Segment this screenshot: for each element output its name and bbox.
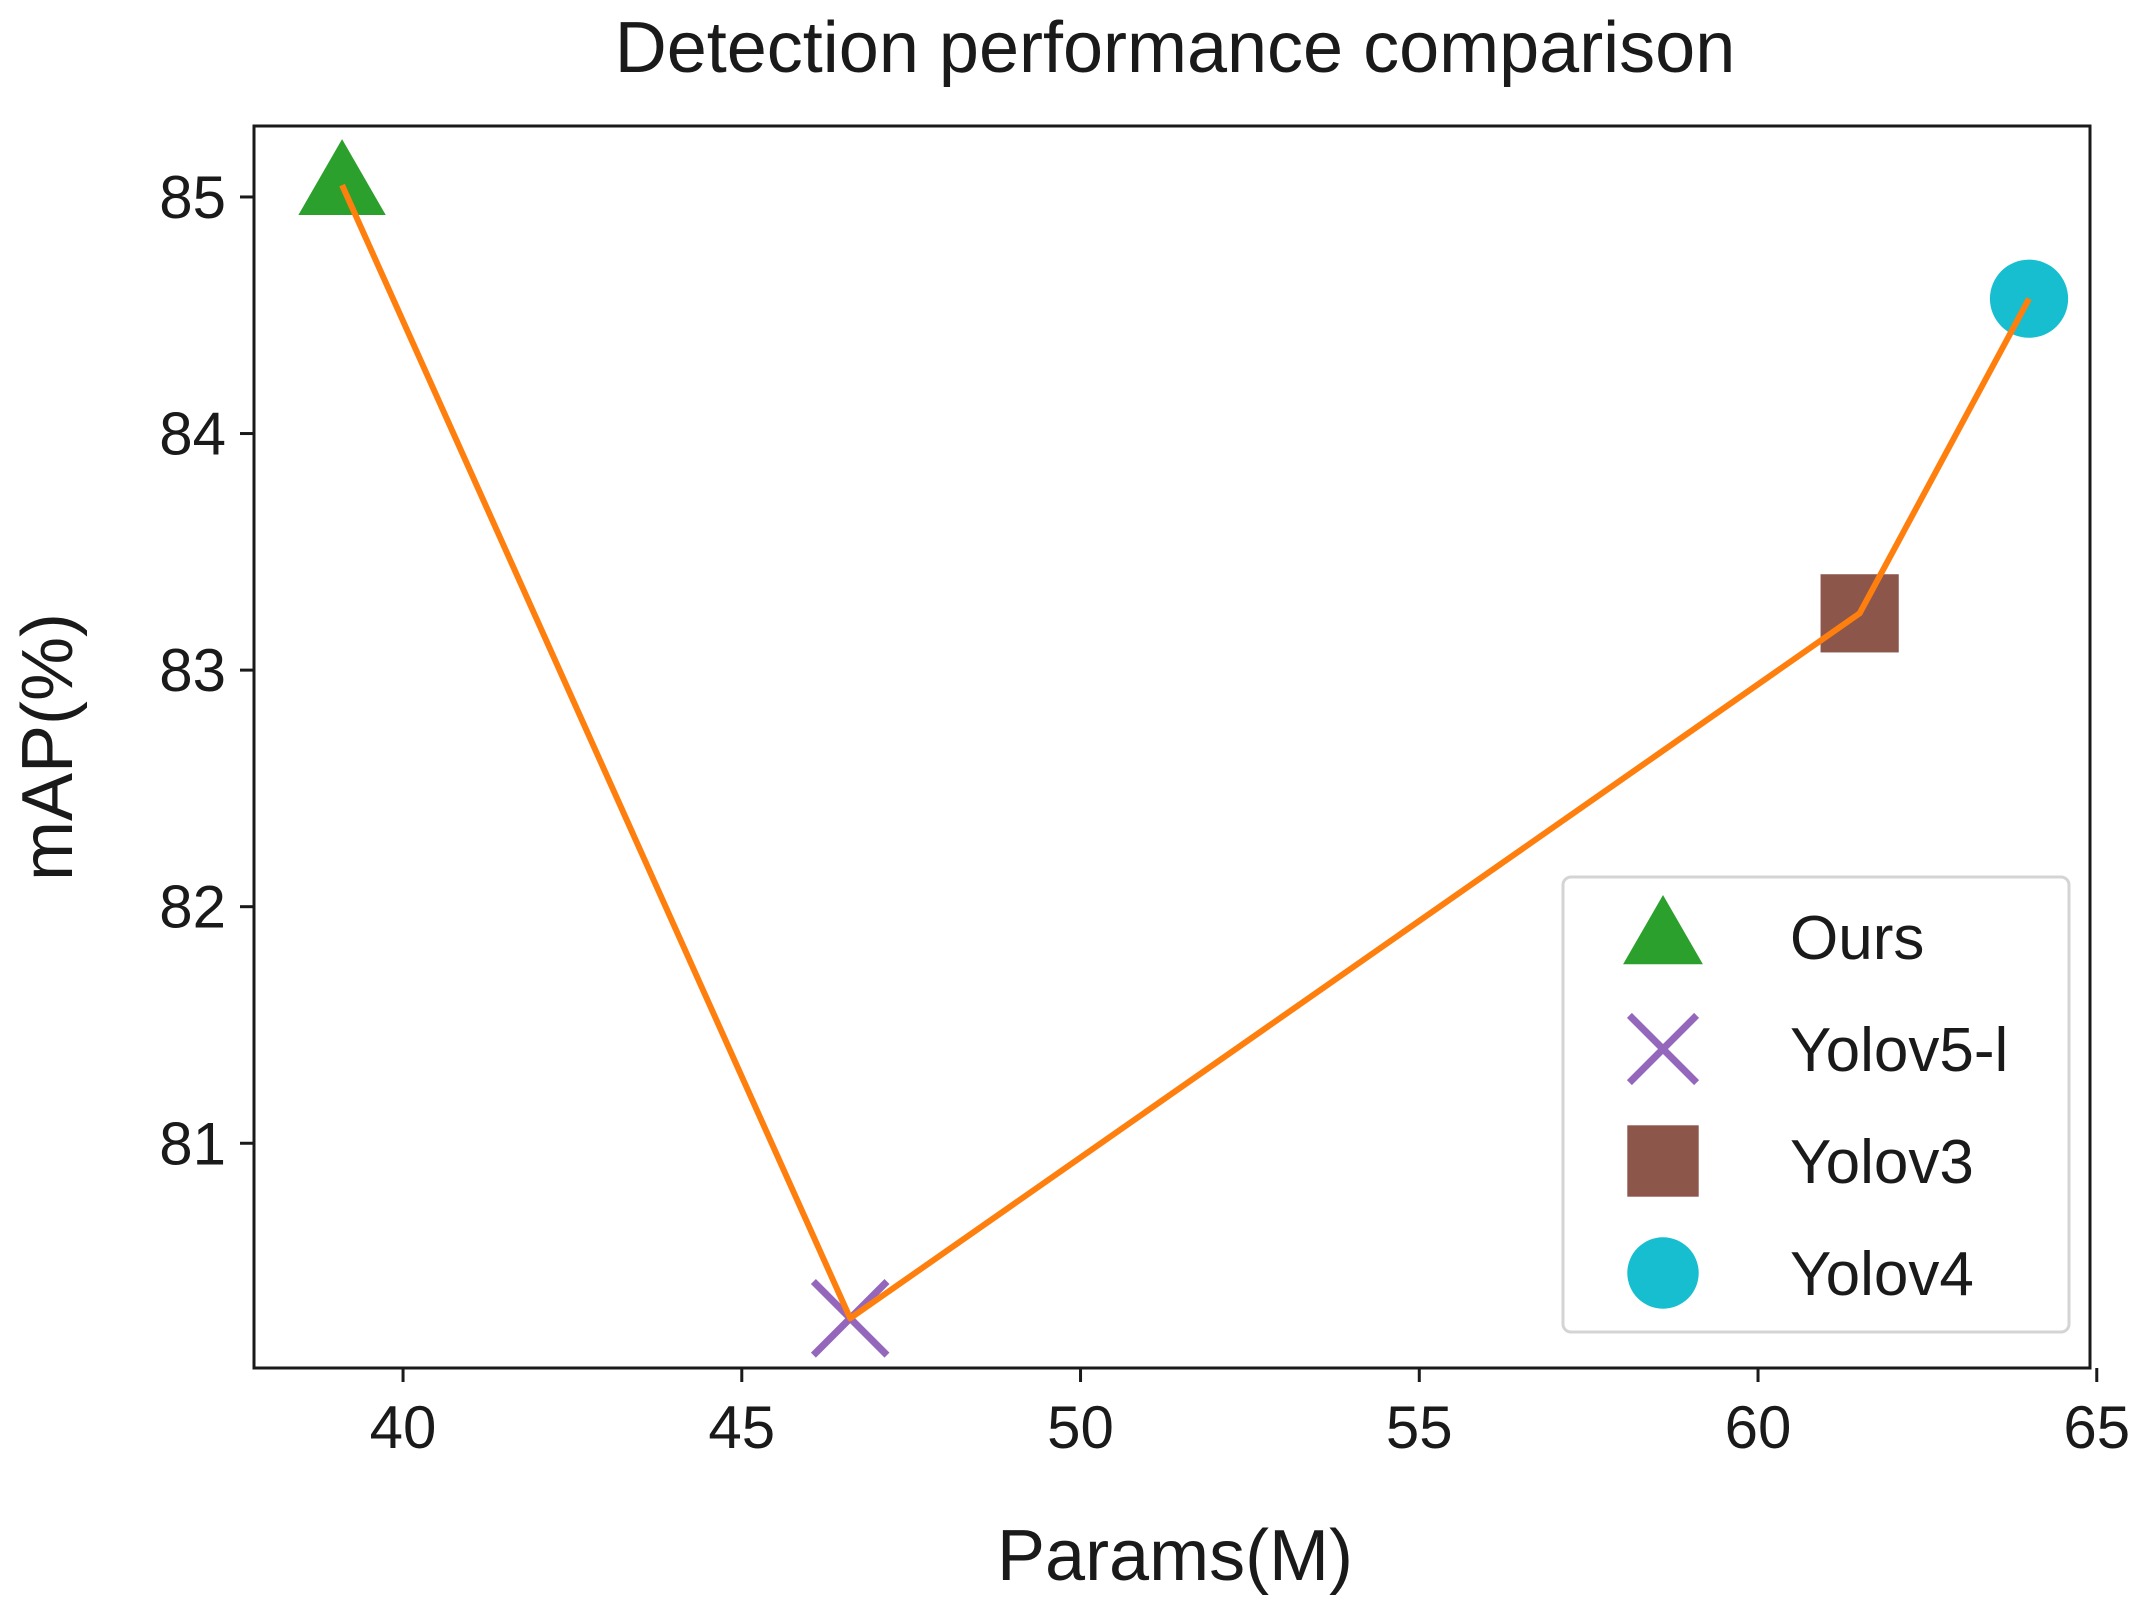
x-tick-label: 55 (1386, 1394, 1453, 1461)
connecting-line (339, 183, 2032, 1322)
y-tick-label: 82 (159, 874, 226, 941)
y-axis-label: mAP(%) (8, 613, 88, 881)
legend-label: Yolov5-l (1790, 1016, 2008, 1085)
y-tick-label: 85 (159, 164, 226, 231)
connecting-line-group (339, 183, 2032, 1322)
y-tick-label: 83 (159, 637, 226, 704)
x-tick-label: 65 (2063, 1394, 2130, 1461)
point-ours (298, 139, 386, 216)
x-tick-label: 45 (708, 1394, 775, 1461)
x-tick-label: 40 (370, 1394, 437, 1461)
y-axis-ticks: 81 82 83 84 85 (159, 164, 254, 1177)
legend: Ours Yolov5-l Yolov3 Yolov4 (1561, 875, 2071, 1334)
legend-label: Ours (1790, 904, 1924, 973)
x-marker-stroke (1626, 1012, 1700, 1086)
x-tick-label: 50 (1047, 1394, 1114, 1461)
x-axis-label: Params(M) (997, 1516, 1353, 1596)
circle-marker (1627, 1237, 1699, 1309)
chart-title: Detection performance comparison (615, 8, 1736, 88)
plot-area-frame (252, 124, 2092, 1370)
triangle-marker (298, 139, 386, 216)
legend-marker (1627, 1125, 1699, 1197)
square-marker (1627, 1125, 1699, 1197)
y-tick-label: 84 (159, 401, 226, 468)
legend-label: Yolov3 (1790, 1128, 1974, 1197)
legend-marker (1623, 895, 1703, 965)
triangle-marker (1623, 895, 1703, 965)
legend-label: Yolov4 (1790, 1240, 1974, 1309)
x-tick-label: 60 (1725, 1394, 1792, 1461)
legend-marker (1626, 1012, 1700, 1086)
legend-frame (1561, 875, 2071, 1334)
y-tick-label: 81 (159, 1110, 226, 1177)
x-axis-ticks: 40 45 50 55 60 65 (370, 1368, 2130, 1461)
legend-marker (1627, 1237, 1699, 1309)
